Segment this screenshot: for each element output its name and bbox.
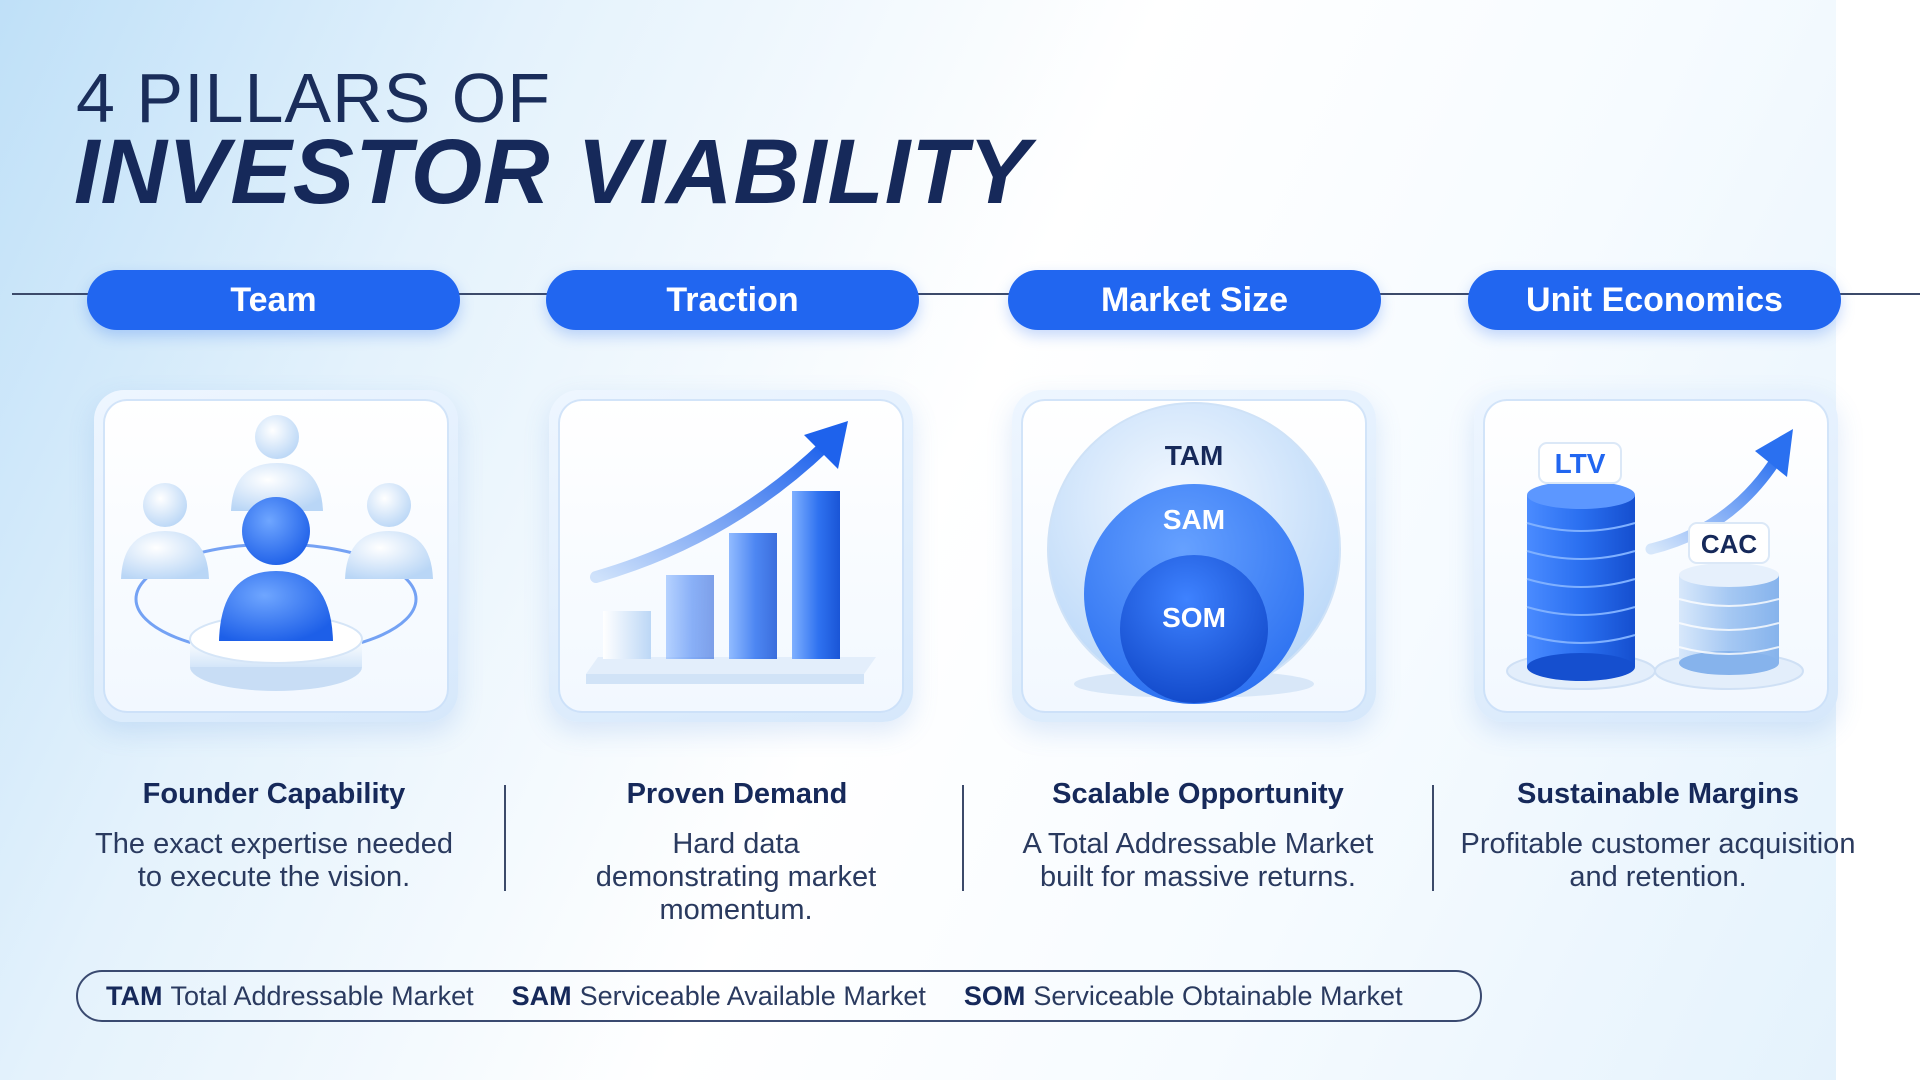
legend-text: Serviceable Obtainable Market bbox=[1033, 980, 1403, 1011]
desc-market-size: A Total Addressable Market built for mas… bbox=[1022, 828, 1374, 893]
legend-item-sam: SAM Serviceable Available Market bbox=[512, 981, 926, 1012]
title-line-2: INVESTOR VIABILITY bbox=[74, 121, 1031, 223]
legend-abbr: SAM bbox=[511, 980, 572, 1011]
team-icon bbox=[121, 415, 433, 691]
connector-line bbox=[1838, 293, 1920, 295]
cac-coin-stack bbox=[1678, 563, 1780, 675]
legend-bar: TAM Total Addressable Market SAM Serviceab… bbox=[76, 970, 1482, 1022]
right-panel bbox=[1836, 0, 1920, 1080]
som-label: SOM bbox=[1162, 602, 1226, 633]
heading-scalable-opportunity: Scalable Opportunity bbox=[1052, 778, 1344, 810]
growth-chart-icon bbox=[586, 421, 876, 684]
ltv-label: LTV bbox=[1555, 448, 1606, 479]
connector-line bbox=[918, 293, 1010, 295]
card-unit-economics: LTV CAC bbox=[1474, 390, 1838, 722]
legend-item-tam: TAM Total Addressable Market bbox=[106, 981, 474, 1012]
sam-label: SAM bbox=[1163, 504, 1225, 535]
divider bbox=[1432, 785, 1434, 891]
heading-founder-capability: Founder Capability bbox=[142, 778, 406, 810]
connector-line bbox=[1380, 293, 1470, 295]
legend-abbr: SOM bbox=[963, 980, 1026, 1011]
cac-label: CAC bbox=[1701, 529, 1758, 559]
legend-abbr: TAM bbox=[106, 980, 163, 1011]
legend-text: Total Addressable Market bbox=[170, 980, 474, 1011]
desc-traction: Hard data demonstrating market momentum. bbox=[595, 828, 877, 926]
desc-team: The exact expertise needed to execute th… bbox=[95, 828, 453, 893]
heading-sustainable-margins: Sustainable Margins bbox=[1516, 778, 1799, 810]
pill-team: Team bbox=[87, 270, 460, 330]
pill-unit-economics: Unit Economics bbox=[1468, 270, 1841, 330]
legend-item-som: SOM Serviceable Obtainable Market bbox=[964, 981, 1403, 1012]
market-circles-icon: TAM SAM SOM bbox=[1047, 402, 1341, 704]
leader-person-icon bbox=[219, 497, 333, 641]
heading-proven-demand: Proven Demand bbox=[626, 778, 848, 810]
person-icon bbox=[345, 483, 433, 579]
person-icon bbox=[121, 483, 209, 579]
title-line-1: 4 PILLARS OF bbox=[76, 59, 551, 137]
connector-line bbox=[12, 293, 92, 295]
divider bbox=[504, 785, 506, 891]
person-icon bbox=[231, 415, 323, 511]
card-market-size: TAM SAM SOM bbox=[1012, 390, 1376, 722]
desc-unit-economics: Profitable customer acquisition and rete… bbox=[1460, 828, 1856, 893]
ltv-coin-stack bbox=[1526, 481, 1636, 681]
pill-market-size: Market Size bbox=[1008, 270, 1381, 330]
card-traction bbox=[549, 390, 913, 722]
tam-label: TAM bbox=[1165, 440, 1224, 471]
divider bbox=[962, 785, 964, 891]
legend-text: Serviceable Available Market bbox=[579, 980, 926, 1011]
card-team bbox=[94, 390, 458, 722]
coin-stacks-icon: LTV CAC bbox=[1506, 429, 1804, 690]
connector-line bbox=[458, 293, 548, 295]
pill-traction: Traction bbox=[546, 270, 919, 330]
